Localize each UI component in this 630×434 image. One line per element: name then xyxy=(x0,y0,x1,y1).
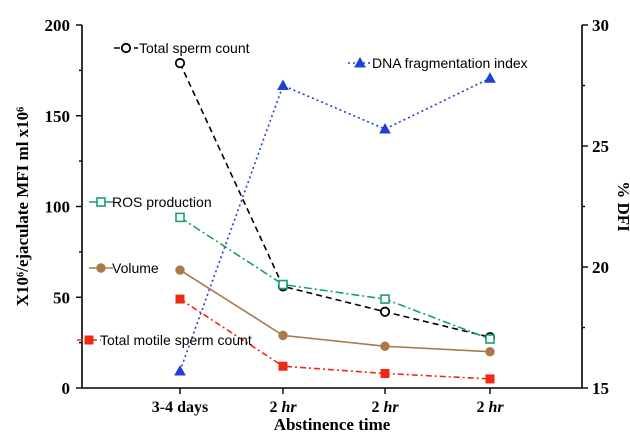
data-point-4-3 xyxy=(485,374,495,384)
series-line-4 xyxy=(179,298,491,380)
data-point-1-0 xyxy=(174,365,186,376)
left-y-tick-label: 100 xyxy=(45,198,71,217)
series-line-3 xyxy=(179,269,491,353)
legend-marker-4 xyxy=(84,335,94,345)
data-point-2-0 xyxy=(175,212,185,223)
legend-label-1: DNA fragmentation index xyxy=(372,55,528,71)
data-point-3-1 xyxy=(278,330,288,341)
series-line-0 xyxy=(179,62,491,338)
legend-marker-2 xyxy=(96,197,106,207)
x-tick-label: 2 hr xyxy=(476,399,504,416)
data-point-3-3 xyxy=(485,347,495,357)
data-point-1-1 xyxy=(277,79,289,90)
data-point-0-0 xyxy=(174,58,186,69)
legend-label-0: Total sperm count xyxy=(139,40,250,56)
data-point-3-0 xyxy=(175,265,185,275)
x-tick-label: 2 hr xyxy=(371,399,399,416)
left-y-tick-label: 0 xyxy=(62,379,71,398)
data-point-0-2 xyxy=(379,306,391,317)
data-point-2-2 xyxy=(380,294,390,304)
left-y-tick-label: 50 xyxy=(53,288,70,307)
series-line-1 xyxy=(179,77,491,372)
right-y-tick-label: 15 xyxy=(592,379,609,398)
left-y-tick-label: 150 xyxy=(45,107,71,126)
left-y-axis-title: X10⁶/ejaculate MFI ml x10⁶ xyxy=(13,107,32,307)
legend-label-4: Total motile sperm count xyxy=(100,332,252,348)
right-y-tick-label: 20 xyxy=(592,258,609,277)
data-point-4-1 xyxy=(278,361,288,371)
right-y-tick-label: 30 xyxy=(592,16,609,35)
legend-label-2: ROS production xyxy=(112,194,212,210)
data-point-2-1 xyxy=(278,279,288,290)
legend-marker-1 xyxy=(354,56,366,68)
data-point-2-3 xyxy=(485,334,495,344)
data-point-1-3 xyxy=(484,72,496,83)
data-point-1-2 xyxy=(379,123,391,134)
series-line-2 xyxy=(179,216,491,340)
data-point-4-0 xyxy=(175,294,185,304)
data-point-4-2 xyxy=(380,368,390,378)
left-y-tick-label: 200 xyxy=(45,16,71,35)
x-tick-label: 2 hr xyxy=(269,399,297,416)
data-point-3-2 xyxy=(380,341,390,351)
legend-marker-3 xyxy=(96,263,106,273)
x-tick-label: 3-4 days xyxy=(152,399,208,416)
right-y-axis-title: % DFI xyxy=(614,181,630,232)
right-y-tick-label: 25 xyxy=(592,137,609,156)
x-axis-title: Abstinence time xyxy=(274,415,391,434)
legend-label-3: Volume xyxy=(112,260,159,276)
legend-marker-0 xyxy=(120,42,132,54)
